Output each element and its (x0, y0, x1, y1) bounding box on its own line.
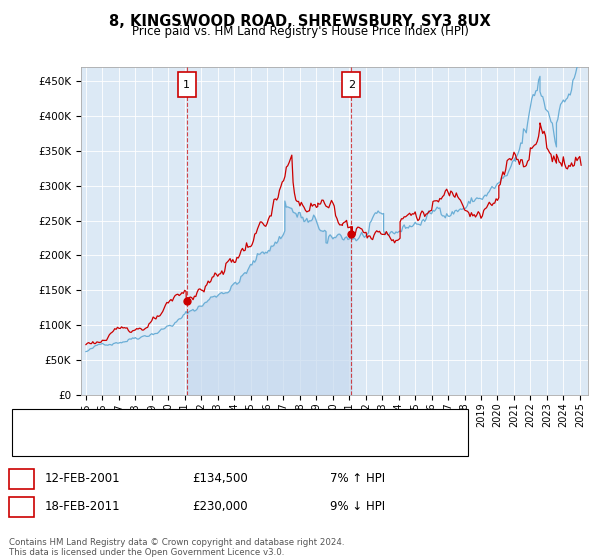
Text: Price paid vs. HM Land Registry's House Price Index (HPI): Price paid vs. HM Land Registry's House … (131, 25, 469, 38)
Text: £134,500: £134,500 (192, 472, 248, 486)
Text: 1: 1 (18, 474, 25, 484)
Text: —: — (21, 437, 35, 451)
Text: 2: 2 (348, 80, 355, 90)
Text: —: — (21, 415, 35, 429)
Text: 9% ↓ HPI: 9% ↓ HPI (330, 500, 385, 514)
Text: 2: 2 (18, 502, 25, 512)
Text: 7% ↑ HPI: 7% ↑ HPI (330, 472, 385, 486)
Text: 18-FEB-2011: 18-FEB-2011 (45, 500, 121, 514)
Text: £230,000: £230,000 (192, 500, 248, 514)
Text: 1: 1 (183, 80, 190, 90)
Text: Contains HM Land Registry data © Crown copyright and database right 2024.
This d: Contains HM Land Registry data © Crown c… (9, 538, 344, 557)
Text: 8, KINGSWOOD ROAD, SHREWSBURY, SY3 8UX: 8, KINGSWOOD ROAD, SHREWSBURY, SY3 8UX (109, 14, 491, 29)
Text: 8, KINGSWOOD ROAD, SHREWSBURY, SY3 8UX (detached house): 8, KINGSWOOD ROAD, SHREWSBURY, SY3 8UX (… (45, 417, 383, 427)
Text: 12-FEB-2001: 12-FEB-2001 (45, 472, 121, 486)
FancyBboxPatch shape (342, 72, 361, 97)
FancyBboxPatch shape (178, 72, 196, 97)
Text: HPI: Average price, detached house, Shropshire: HPI: Average price, detached house, Shro… (45, 440, 294, 450)
